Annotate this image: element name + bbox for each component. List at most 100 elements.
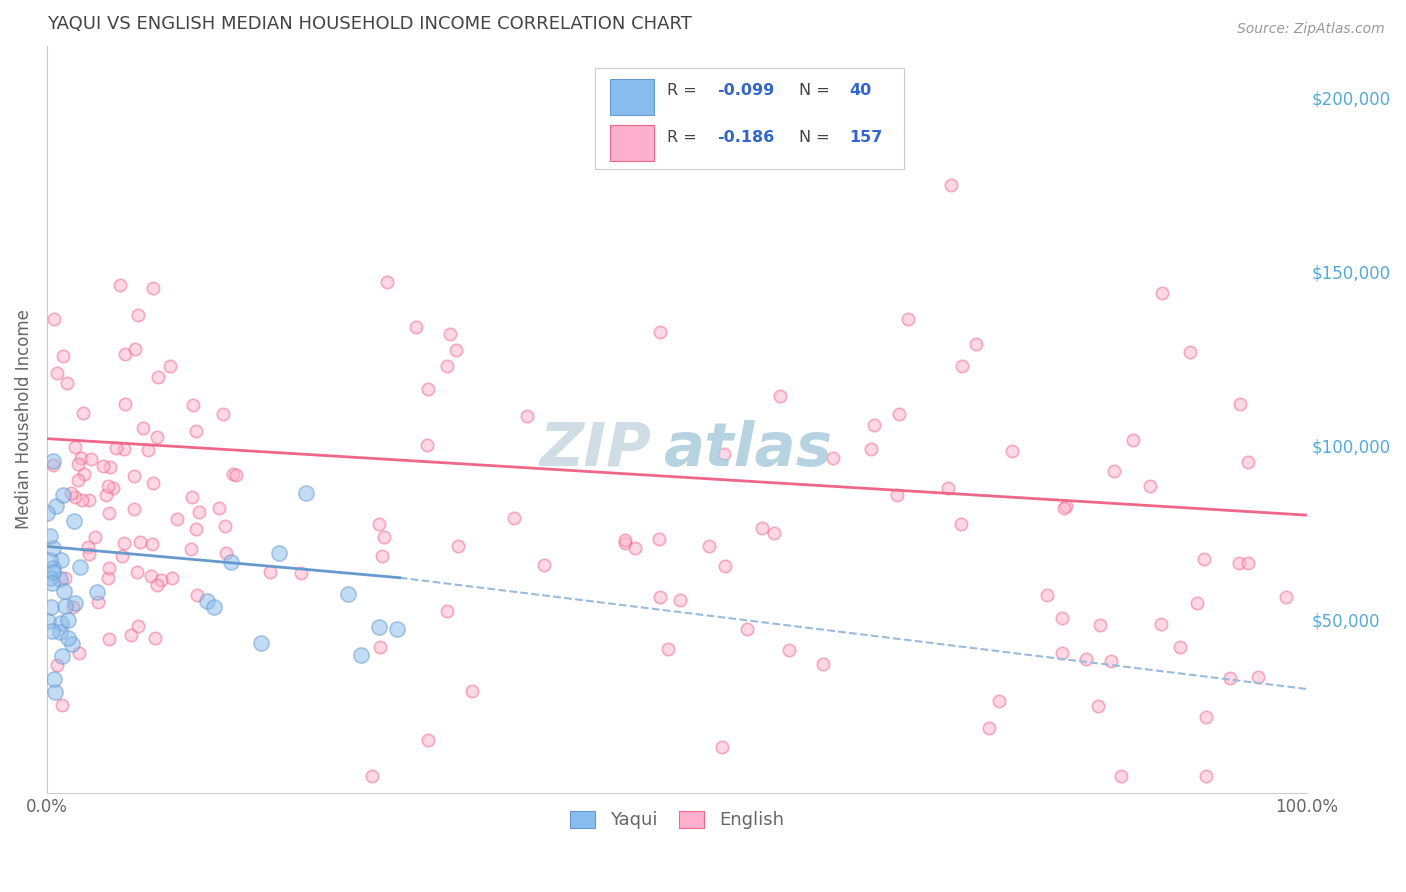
Point	[859, 442, 882, 456]
Point	[65, 440, 87, 454]
Point	[41, 624, 63, 638]
Point	[87, 595, 110, 609]
Point	[139, 569, 162, 583]
Point	[439, 327, 461, 342]
Point	[1052, 500, 1074, 515]
Point	[613, 533, 636, 548]
Point	[897, 311, 920, 326]
Point	[461, 684, 484, 698]
Point	[56, 376, 79, 390]
Point	[146, 578, 169, 592]
Point	[502, 511, 524, 525]
Point	[77, 492, 100, 507]
Text: R =: R =	[666, 83, 702, 98]
Point	[444, 343, 467, 357]
Point	[39, 529, 62, 543]
Point	[977, 721, 1000, 735]
Point	[37, 614, 59, 628]
Point	[73, 467, 96, 481]
Point	[60, 637, 83, 651]
Point	[1195, 769, 1218, 783]
Point	[1247, 669, 1270, 683]
Point	[97, 479, 120, 493]
Point	[51, 553, 73, 567]
Text: Source: ZipAtlas.com: Source: ZipAtlas.com	[1237, 22, 1385, 37]
Point	[295, 485, 318, 500]
Point	[221, 555, 243, 569]
Point	[751, 521, 773, 535]
Point	[63, 514, 86, 528]
Point	[212, 407, 235, 421]
Point	[53, 583, 76, 598]
Point	[42, 541, 65, 555]
Point	[222, 467, 245, 481]
Point	[370, 640, 392, 654]
Point	[84, 530, 107, 544]
Point	[886, 488, 908, 502]
Point	[811, 657, 834, 672]
Point	[56, 631, 79, 645]
Point	[250, 635, 273, 649]
Point	[1104, 464, 1126, 478]
Point	[42, 673, 65, 687]
Point	[46, 657, 69, 672]
Point	[1195, 710, 1218, 724]
Point	[69, 559, 91, 574]
Point	[1237, 556, 1260, 570]
Point	[127, 565, 149, 579]
Point	[1074, 651, 1097, 665]
Point	[49, 616, 72, 631]
Point	[63, 596, 86, 610]
Point	[214, 519, 236, 533]
Point	[1122, 434, 1144, 448]
Point	[124, 342, 146, 356]
Point	[143, 631, 166, 645]
Point	[180, 541, 202, 556]
Point	[129, 534, 152, 549]
Point	[184, 424, 207, 438]
Point	[72, 406, 94, 420]
Point	[39, 552, 62, 566]
Legend: Yaqui, English: Yaqui, English	[562, 804, 792, 837]
Point	[98, 460, 121, 475]
Point	[1185, 596, 1208, 610]
Point	[98, 560, 121, 574]
Point	[42, 565, 65, 579]
Text: 157: 157	[849, 130, 883, 145]
Point	[416, 382, 439, 396]
Point	[162, 571, 184, 585]
Point	[668, 593, 690, 607]
Point	[710, 739, 733, 754]
Point	[181, 490, 204, 504]
Point	[1139, 479, 1161, 493]
Point	[938, 481, 960, 495]
Point	[436, 359, 458, 373]
Point	[146, 370, 169, 384]
Point	[124, 469, 146, 483]
Point	[39, 599, 62, 614]
Point	[49, 572, 72, 586]
Point	[1050, 610, 1073, 624]
Y-axis label: Median Household Income: Median Household Income	[15, 310, 32, 530]
Point	[418, 732, 440, 747]
Point	[1099, 655, 1122, 669]
Point	[80, 451, 103, 466]
Point	[762, 526, 785, 541]
Point	[887, 407, 910, 421]
Point	[67, 646, 90, 660]
Point	[1050, 646, 1073, 660]
Point	[42, 453, 65, 467]
Point	[53, 599, 76, 613]
Point	[195, 593, 218, 607]
Point	[142, 281, 165, 295]
Point	[939, 178, 962, 192]
Point	[447, 539, 470, 553]
Point	[52, 350, 75, 364]
Point	[66, 458, 89, 472]
Point	[94, 488, 117, 502]
Point	[1227, 556, 1250, 570]
FancyBboxPatch shape	[595, 68, 904, 169]
Point	[1178, 345, 1201, 359]
Point	[949, 517, 972, 532]
Text: ZIP: ZIP	[540, 420, 652, 479]
